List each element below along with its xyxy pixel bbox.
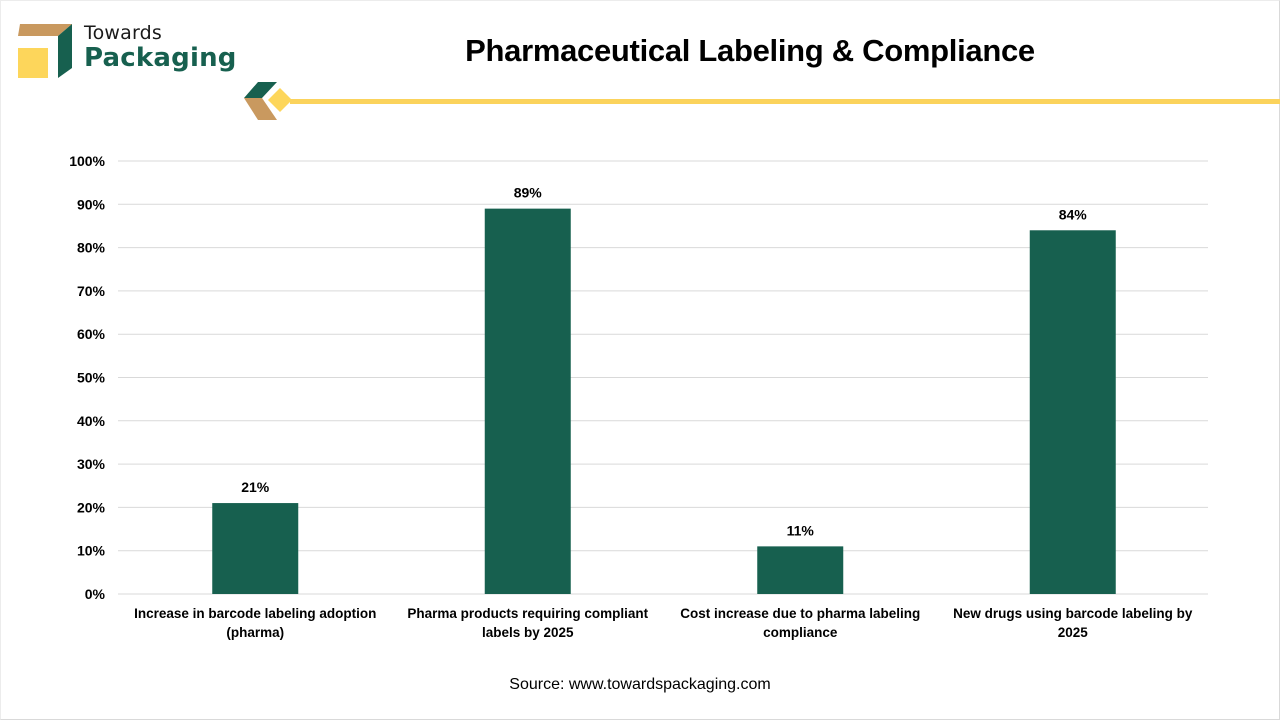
logo-box-side — [58, 24, 72, 78]
y-tick-label: 30% — [77, 456, 106, 472]
logo-box-front — [18, 48, 48, 78]
bar — [212, 503, 299, 594]
source-caption: Source: www.towardspackaging.com — [509, 676, 771, 693]
y-tick-label: 20% — [77, 499, 106, 515]
header-divider-line — [290, 99, 1280, 104]
y-tick-label: 60% — [77, 326, 106, 342]
box-logo-icon — [18, 24, 72, 78]
y-tick-label: 10% — [77, 543, 106, 559]
x-tick-label: Pharma products requiring compliant label… — [407, 606, 648, 640]
divider-chevron-icon — [244, 82, 292, 120]
y-tick-label: 70% — [77, 283, 106, 299]
data-label: 84% — [1059, 206, 1088, 222]
y-tick-label: 80% — [77, 240, 106, 256]
bar — [484, 208, 571, 594]
bar — [1029, 230, 1116, 594]
data-label: 89% — [514, 185, 543, 201]
data-label: 11% — [787, 522, 815, 538]
data-label: 21% — [241, 479, 270, 495]
x-tick-label: Cost increase due to pharma labeling comp… — [680, 606, 920, 640]
page-title: Pharmaceutical Labeling & Compliance — [465, 33, 1035, 68]
x-tick-label: New drugs using barcode labeling by 2025 — [953, 606, 1193, 640]
bar — [757, 546, 844, 594]
y-tick-label: 50% — [77, 370, 106, 386]
brand-name-bottom: Packaging — [84, 43, 237, 73]
y-tick-label: 100% — [69, 153, 105, 169]
y-tick-label: 90% — [77, 196, 106, 212]
brand-logo: Towards Packaging — [18, 22, 238, 82]
y-tick-label: 0% — [85, 586, 106, 602]
brand-name-top: Towards — [84, 22, 163, 44]
x-tick-label: Increase in barcode labeling adoption (ph… — [134, 606, 376, 640]
y-tick-label: 40% — [77, 413, 106, 429]
